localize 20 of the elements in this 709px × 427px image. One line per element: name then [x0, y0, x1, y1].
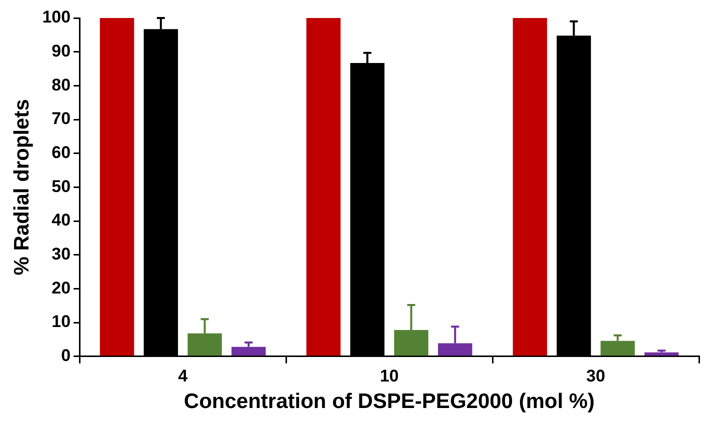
bar — [512, 18, 548, 356]
x-tick-label: 4 — [178, 366, 188, 386]
y-axis-title: % Radial droplets — [10, 99, 34, 276]
y-tick-label: 50 — [52, 176, 71, 196]
y-tick-label: 10 — [52, 312, 71, 332]
x-tick-label: 10 — [380, 366, 399, 386]
bar — [306, 18, 341, 356]
y-tick-label: 70 — [52, 109, 71, 128]
bar — [100, 18, 134, 356]
y-tick-label: 0 — [61, 346, 71, 366]
y-tick-label: 80 — [52, 75, 71, 94]
y-tick-label: 20 — [52, 278, 71, 298]
y-tick-label: 40 — [52, 210, 71, 230]
bar — [644, 352, 679, 356]
y-tick-label: 30 — [52, 244, 71, 264]
x-tick-label: 30 — [586, 366, 606, 386]
x-axis-title: Concentration of DSPE-PEG2000 (mol %) — [184, 390, 595, 414]
y-tick-label: 60 — [52, 143, 71, 162]
y-tick-label: 100 — [42, 8, 71, 27]
y-tick-label: 90 — [52, 42, 71, 61]
